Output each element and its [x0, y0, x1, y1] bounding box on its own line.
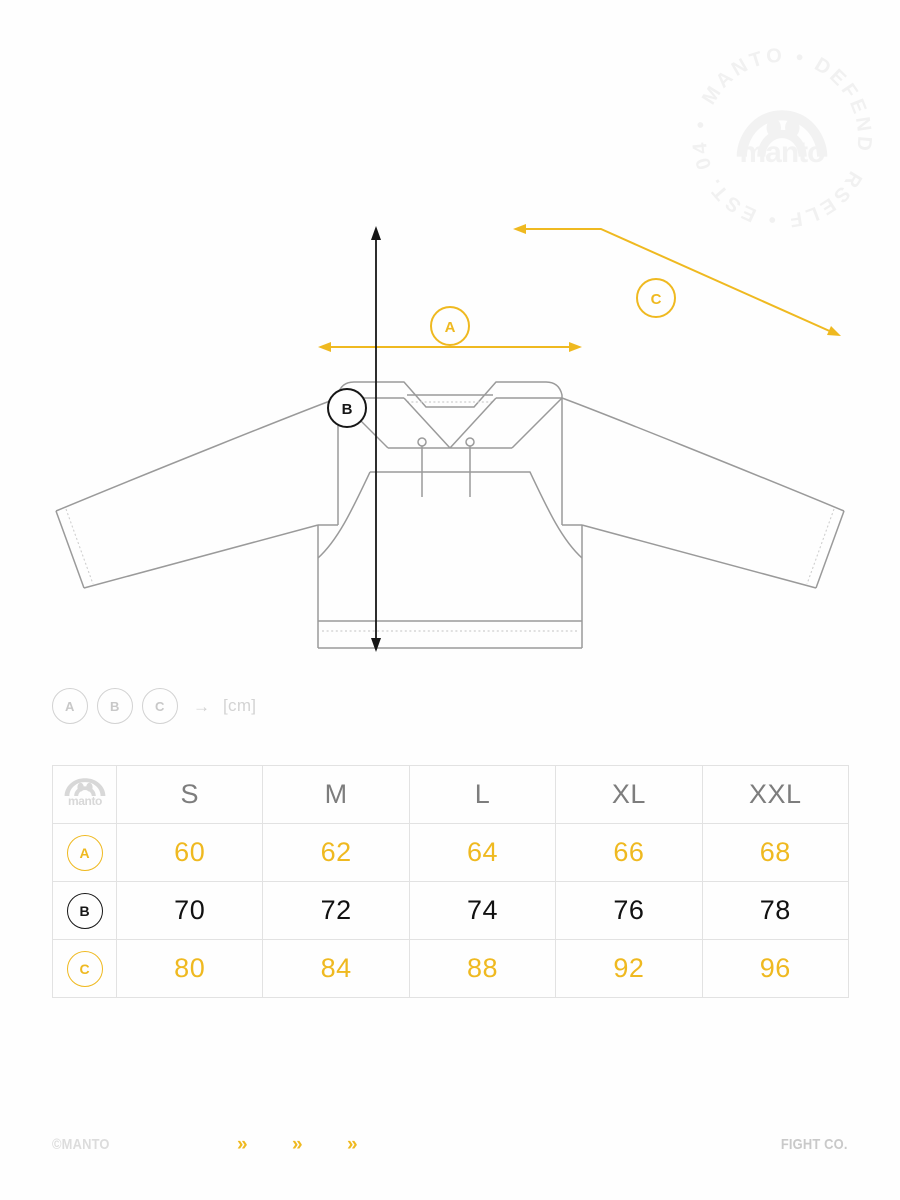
marker-c: C [636, 278, 676, 318]
cell-a-xl: 66 [555, 823, 703, 882]
table-header-row: manto S M L XL XXL [52, 765, 849, 824]
marker-b: B [327, 388, 367, 428]
sleeve-right-top [561, 397, 845, 525]
measure-c-arrow [513, 224, 841, 336]
row-badge-a: A [66, 834, 103, 871]
sleeve-left-cuff-stitch [65, 508, 94, 585]
hoodie-technical-drawing: A B C [55, 224, 845, 652]
row-badge-b-cell: B [52, 881, 117, 940]
sleeve-right-cuff [815, 510, 845, 589]
cell-a-l: 64 [408, 823, 557, 882]
legend-badge-a: A [52, 688, 88, 724]
manto-logo-icon: manto [64, 778, 105, 808]
neck-v-center-right [449, 397, 497, 449]
sleeve-right-bottom [581, 524, 817, 589]
neck-v-right [511, 397, 563, 449]
cell-c-xl: 92 [555, 939, 703, 998]
table-row: C 80 84 88 92 96 [52, 939, 849, 998]
sleeve-left-top [55, 397, 339, 525]
sleeve-right-cuff-stitch [806, 508, 835, 585]
chevron-double-right-icon: » [347, 1134, 358, 1155]
measure-a-arrow [318, 342, 582, 352]
marker-a: A [430, 306, 470, 346]
arrow-right-icon: → [193, 696, 210, 716]
cell-a-xxl: 68 [701, 823, 849, 882]
legend-badge-b: B [97, 688, 133, 724]
row-badge-c: C [66, 950, 103, 987]
size-chart-table: manto S M L XL XXL A 60 62 64 66 68 B [52, 765, 849, 998]
row-badge-c-cell: C [52, 939, 117, 998]
measure-b-arrow [371, 226, 381, 652]
cell-c-m: 84 [262, 939, 410, 998]
cell-a-s: 60 [115, 823, 264, 882]
row-badge-a-cell: A [52, 823, 117, 882]
size-header-s: S [115, 765, 264, 824]
chevron-double-right-icon: » [292, 1134, 303, 1155]
svg-text:manto: manto [740, 136, 826, 169]
neck-v-center-left [403, 397, 451, 449]
cell-b-xxl: 78 [701, 881, 849, 940]
size-header-l: L [408, 765, 557, 824]
page-footer: ©MANTO » » » FIGHT CO. [52, 1132, 848, 1162]
svg-text:MANTO • DEFEND YOU: MANTO • DEFEND YOU [682, 38, 882, 158]
eyelet-right [465, 437, 475, 447]
size-header-m: M [262, 765, 410, 824]
cell-b-l: 74 [408, 881, 557, 940]
tagline-label: FIGHT CO. [781, 1136, 848, 1153]
cell-c-l: 88 [408, 939, 557, 998]
copyright-label: ©MANTO [52, 1136, 110, 1153]
cell-b-s: 70 [115, 881, 264, 940]
measurement-legend: A B C → [cm] [52, 684, 256, 728]
marker-c-label: C [651, 291, 662, 308]
marker-a-label: A [445, 319, 456, 336]
svg-text:manto: manto [67, 794, 101, 807]
size-header-xxl: XXL [701, 765, 849, 824]
cell-c-xxl: 96 [701, 939, 849, 998]
legend-badge-c: C [142, 688, 178, 724]
cell-a-m: 62 [262, 823, 410, 882]
table-logo-cell: manto [52, 765, 117, 824]
legend-unit-label: [cm] [223, 696, 257, 715]
table-row: A 60 62 64 66 68 [52, 823, 849, 882]
chevron-double-right-icon: » [237, 1134, 248, 1155]
eyelet-left [417, 437, 427, 447]
sleeve-left-bottom [83, 524, 319, 589]
size-header-xl: XL [555, 765, 703, 824]
pocket-outline [317, 471, 583, 559]
row-badge-b: B [66, 892, 103, 929]
table-row: B 70 72 74 76 78 [52, 881, 849, 940]
cell-b-m: 72 [262, 881, 410, 940]
cell-c-s: 80 [115, 939, 264, 998]
marker-b-label: B [342, 401, 353, 418]
sleeve-left-cuff [55, 510, 85, 589]
cell-b-xl: 76 [555, 881, 703, 940]
